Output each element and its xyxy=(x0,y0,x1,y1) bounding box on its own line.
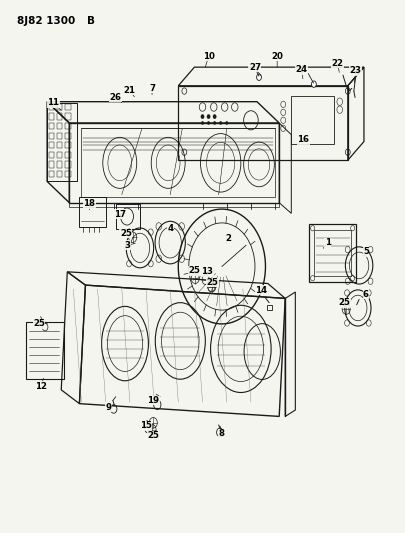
Text: 25: 25 xyxy=(33,319,45,328)
Text: 7: 7 xyxy=(149,84,155,93)
Text: 25: 25 xyxy=(207,278,219,287)
Text: 13: 13 xyxy=(201,268,213,276)
Text: 27: 27 xyxy=(249,63,261,71)
Circle shape xyxy=(213,115,216,119)
Text: 12: 12 xyxy=(35,382,47,391)
Text: 25: 25 xyxy=(147,431,159,440)
Text: 20: 20 xyxy=(271,52,283,61)
Circle shape xyxy=(213,122,216,125)
Text: 23: 23 xyxy=(350,67,362,75)
Text: 3: 3 xyxy=(125,241,131,250)
Bar xyxy=(291,96,334,144)
Text: 1: 1 xyxy=(325,238,330,247)
Circle shape xyxy=(201,122,204,125)
Text: B: B xyxy=(87,16,96,26)
Text: 17: 17 xyxy=(114,210,126,219)
Text: 14: 14 xyxy=(255,286,267,295)
Circle shape xyxy=(226,122,228,125)
Text: 21: 21 xyxy=(124,85,136,94)
Text: 25: 25 xyxy=(120,229,132,238)
Text: 25: 25 xyxy=(188,266,200,275)
Text: 19: 19 xyxy=(147,396,159,405)
Circle shape xyxy=(257,74,261,80)
Text: 16: 16 xyxy=(297,135,309,144)
Circle shape xyxy=(207,122,210,125)
Text: 24: 24 xyxy=(295,66,307,74)
Text: 4: 4 xyxy=(167,224,173,233)
Text: 2: 2 xyxy=(226,235,232,244)
Text: 10: 10 xyxy=(202,52,215,61)
Text: 22: 22 xyxy=(332,59,344,68)
Text: 6: 6 xyxy=(363,289,369,298)
Text: 25: 25 xyxy=(339,298,350,307)
Circle shape xyxy=(311,81,316,87)
Text: 26: 26 xyxy=(110,93,122,102)
Text: 15: 15 xyxy=(140,422,152,431)
Text: 9: 9 xyxy=(106,403,112,412)
Text: 8J82 1300: 8J82 1300 xyxy=(17,16,75,26)
Text: 11: 11 xyxy=(47,98,59,107)
Text: 8: 8 xyxy=(219,430,225,439)
Text: 18: 18 xyxy=(83,199,96,208)
Text: 5: 5 xyxy=(363,247,369,256)
Circle shape xyxy=(220,122,222,125)
Circle shape xyxy=(207,115,210,119)
Circle shape xyxy=(201,115,204,119)
